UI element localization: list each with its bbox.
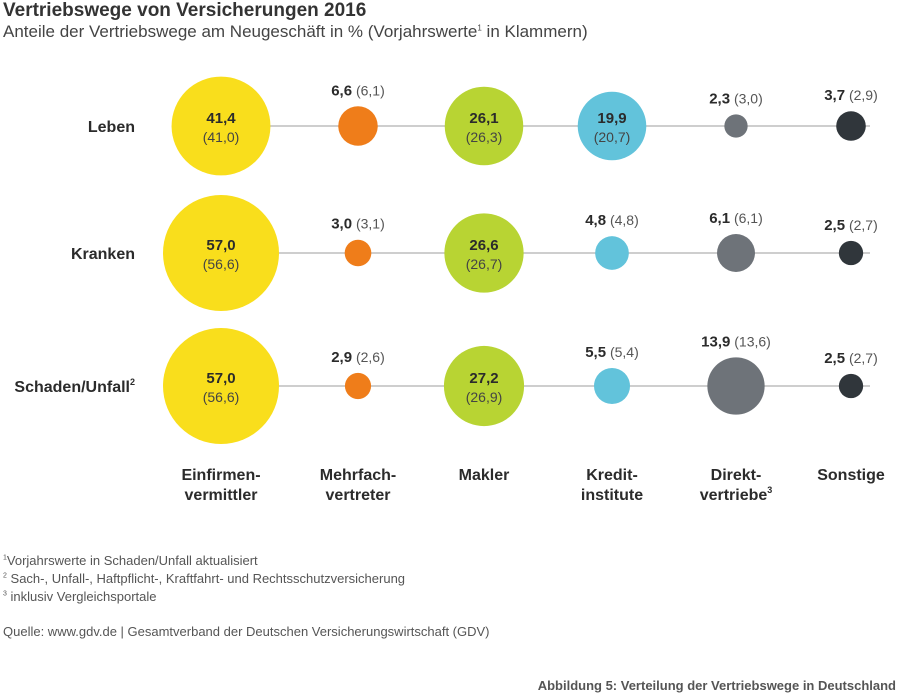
bubble-group: 26,6 (26,7) <box>444 213 524 293</box>
category-label-line2: Sonstige <box>817 467 885 484</box>
bubble <box>443 345 525 427</box>
footnote-2-number: 2 <box>3 572 7 580</box>
row-label: Kranken <box>71 246 135 263</box>
footnote-2: 2 Sach-, Unfall-, Haftpflicht-, Kraftfah… <box>3 571 405 586</box>
bubble-group: 3,7 (2,9) <box>824 87 878 141</box>
bubble <box>593 367 631 405</box>
bubble-group: 5,5 (5,4) <box>585 344 639 405</box>
footnote-3: 3 inklusiv Vergleichsportale <box>3 589 157 604</box>
bubble-group: 19,9 (20,7) <box>577 91 647 161</box>
previous-value-label: (56,6) <box>203 389 240 405</box>
footnote-2-text: Sach-, Unfall-, Haftpflicht-, Kraftfahrt… <box>10 571 406 586</box>
subtitle-text-end: in Klammern) <box>481 22 588 41</box>
bubble-group: 2,3 (3,0) <box>709 90 763 138</box>
row-label: Schaden/Unfall2 <box>14 377 135 396</box>
footnote-1-text: Vorjahrswerte in Schaden/Unfall aktualis… <box>6 553 258 568</box>
bubble-group: 13,9 (13,6) <box>701 333 771 415</box>
previous-value-label: (41,0) <box>203 129 240 145</box>
bubble <box>344 239 372 267</box>
footnote-1-number: 1 <box>3 554 7 562</box>
bubble <box>707 357 765 415</box>
bubble <box>444 86 524 166</box>
bubble <box>163 195 279 311</box>
bubble-group: 3,0 (3,1) <box>331 216 385 267</box>
previous-value-label: (26,9) <box>466 389 503 405</box>
value-label: 19,9 <box>597 110 626 127</box>
bubble-group: 6,6 (6,1) <box>331 82 385 146</box>
bubble <box>163 328 279 444</box>
previous-value-label: (20,7) <box>594 129 631 145</box>
bubble <box>838 373 864 399</box>
bubble-chart: Leben 41,4 (41,0) 6,6 (6,1) 26,1 (26,3) 19,9 (2… <box>14 76 885 504</box>
value-label-outside: 4,8 (4,8) <box>585 212 639 229</box>
source-line: Quelle: www.gdv.de | Gesamtverband der D… <box>3 624 490 639</box>
row-label: Leben <box>88 119 135 136</box>
value-label: 27,2 <box>469 370 498 387</box>
bubble-group: 6,1 (6,1) <box>709 210 763 272</box>
bubble-group: 2,5 (2,7) <box>824 350 878 399</box>
footnote-3-text: inklusiv Vergleichsportale <box>10 589 157 604</box>
bubble-group: 57,0 (56,6) <box>163 328 279 444</box>
category-label-line1: Einfirmen- <box>181 467 260 484</box>
value-label: 57,0 <box>206 370 235 387</box>
bubble <box>717 234 755 272</box>
category-label-line2: institute <box>581 487 643 504</box>
category-label-line1: Direkt- <box>711 467 762 484</box>
bubble-group: 41,4 (41,0) <box>171 76 271 176</box>
category-label-line1: Kredit- <box>586 467 638 484</box>
bubble <box>836 111 866 141</box>
value-label-outside: 6,6 (6,1) <box>331 82 385 99</box>
bubble-group: 4,8 (4,8) <box>585 212 639 270</box>
bubble <box>344 372 372 400</box>
subtitle-footnote-marker: 1 <box>477 23 482 33</box>
bubble <box>595 236 629 270</box>
value-label-outside: 5,5 (5,4) <box>585 344 639 361</box>
previous-value-label: (56,6) <box>203 256 240 272</box>
value-label-outside: 6,1 (6,1) <box>709 210 763 227</box>
bubble <box>338 106 378 146</box>
bubble-group: 2,9 (2,6) <box>331 349 385 400</box>
value-label-outside: 2,9 (2,6) <box>331 349 385 366</box>
category-label-line2: vertriebe3 <box>700 485 773 504</box>
category-label-line2: vermittler <box>185 487 258 504</box>
category-label-line1: Mehrfach- <box>320 467 396 484</box>
figure-caption: Abbildung 5: Verteilung der Vertriebsweg… <box>537 678 896 693</box>
chart-subtitle: Anteile der Vertriebswege am Neugeschäft… <box>3 22 588 42</box>
value-label-outside: 2,5 (2,7) <box>824 350 878 367</box>
bubble-group: 26,1 (26,3) <box>444 86 524 166</box>
bubble-group: 57,0 (56,6) <box>163 195 279 311</box>
chart-title: Vertriebswege von Versicherungen 2016 <box>3 0 367 21</box>
bubble <box>577 91 647 161</box>
bubble <box>171 76 271 176</box>
value-label: 57,0 <box>206 237 235 254</box>
value-label-outside: 2,3 (3,0) <box>709 90 763 107</box>
subtitle-text: Anteile der Vertriebswege am Neugeschäft… <box>3 22 478 41</box>
previous-value-label: (26,3) <box>466 129 503 145</box>
bubble-group: 27,2 (26,9) <box>443 345 525 427</box>
bubble <box>724 114 748 138</box>
value-label: 26,1 <box>469 110 498 127</box>
bubble <box>444 213 524 293</box>
value-label: 41,4 <box>206 110 236 127</box>
value-label-outside: 3,7 (2,9) <box>824 87 878 104</box>
previous-value-label: (26,7) <box>466 256 503 272</box>
category-label-line2: vertreter <box>326 487 391 504</box>
value-label-outside: 3,0 (3,1) <box>331 216 385 233</box>
bubble <box>838 240 864 266</box>
category-label-line2: Makler <box>459 467 510 484</box>
value-label: 26,6 <box>469 237 498 254</box>
value-label-outside: 13,9 (13,6) <box>701 333 771 350</box>
footnote-3-number: 3 <box>3 590 7 598</box>
value-label-outside: 2,5 (2,7) <box>824 217 878 234</box>
bubble-group: 2,5 (2,7) <box>824 217 878 266</box>
footnote-1: 1Vorjahrswerte in Schaden/Unfall aktuali… <box>3 553 258 568</box>
